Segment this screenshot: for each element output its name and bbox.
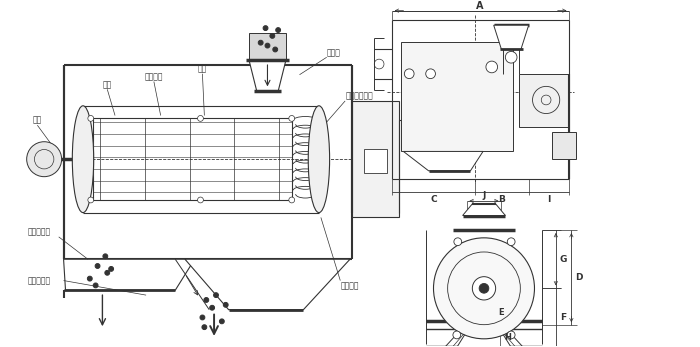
Text: G: G [560,255,567,264]
Text: 风轮叶片: 风轮叶片 [145,72,163,81]
Circle shape [263,26,268,31]
Circle shape [508,331,515,339]
Bar [363,150,387,173]
Circle shape [289,116,295,121]
Circle shape [219,319,224,324]
Circle shape [276,28,281,33]
Circle shape [479,283,489,293]
Text: D: D [575,273,583,282]
Circle shape [473,277,496,300]
Circle shape [270,33,275,38]
Polygon shape [455,319,513,347]
Circle shape [197,116,204,121]
Circle shape [508,238,515,246]
Ellipse shape [308,106,330,213]
Bar [519,74,569,127]
Circle shape [214,293,218,297]
Text: 进料口: 进料口 [327,48,341,57]
Text: H: H [504,333,511,342]
Circle shape [105,270,110,275]
Text: E: E [498,308,504,317]
Circle shape [27,142,62,177]
Bar [552,132,576,159]
Text: 细料排出口: 细料排出口 [28,276,51,285]
Circle shape [204,297,209,302]
Text: 粗料排出口: 粗料排出口 [28,228,51,237]
Circle shape [433,238,535,339]
Circle shape [103,254,108,259]
Text: F: F [561,313,567,322]
Circle shape [426,69,435,79]
Circle shape [405,69,414,79]
Text: J: J [482,191,486,200]
Circle shape [93,283,98,288]
Circle shape [88,276,92,281]
Bar [249,33,286,60]
Circle shape [258,40,263,45]
Text: I: I [547,195,551,204]
Circle shape [265,43,270,48]
Circle shape [200,315,205,320]
Text: 网架: 网架 [198,65,207,74]
Circle shape [505,51,517,63]
Text: 螺旋输送系统: 螺旋输送系统 [345,92,373,101]
Circle shape [108,266,113,271]
Polygon shape [64,259,195,290]
Circle shape [88,197,94,203]
Polygon shape [494,25,528,50]
Polygon shape [463,204,505,215]
Bar [352,101,398,218]
Text: B: B [498,195,505,204]
Circle shape [197,197,204,203]
Text: 主轴: 主轴 [33,116,42,125]
Circle shape [289,197,295,203]
Polygon shape [185,259,350,310]
Polygon shape [249,60,286,91]
Polygon shape [403,151,483,171]
Text: 驱动电机: 驱动电机 [340,281,359,290]
Circle shape [88,116,94,121]
Ellipse shape [72,106,94,213]
Circle shape [454,238,462,246]
Circle shape [210,305,215,310]
Circle shape [202,325,206,330]
Circle shape [223,302,228,307]
Text: C: C [430,195,437,204]
Circle shape [273,47,278,52]
Circle shape [95,264,100,269]
Circle shape [453,331,461,339]
Text: A: A [477,1,484,11]
Text: 风轮: 风轮 [103,80,112,89]
Circle shape [486,61,498,73]
Bar [402,42,513,151]
